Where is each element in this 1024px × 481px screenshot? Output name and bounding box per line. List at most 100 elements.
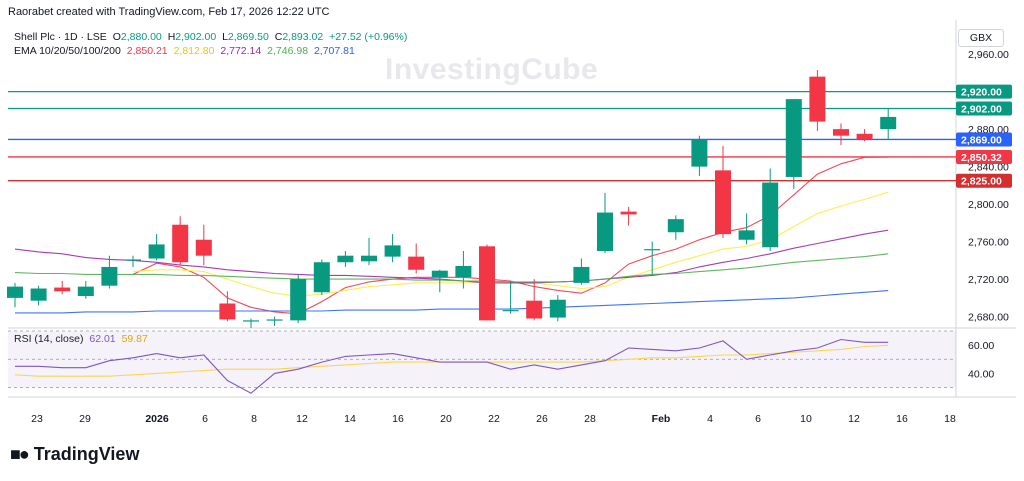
candle-body	[7, 286, 23, 298]
ema200-value: 2,707.81	[313, 45, 355, 57]
rsi-label: RSI (14, close)	[14, 333, 83, 345]
candle-body	[337, 255, 354, 263]
candle-body	[266, 319, 283, 321]
x-tick-label: 4	[707, 413, 713, 425]
x-tick-label: 12	[296, 413, 308, 425]
candle-body	[691, 139, 708, 167]
candle-body	[243, 320, 259, 322]
candle-body	[408, 256, 425, 270]
level-price-tag	[956, 149, 1012, 164]
ohlc-o-value: 2,880.00	[120, 31, 162, 43]
level-price-label: 2,850.32	[961, 152, 1002, 164]
level-price-label: 2,920.00	[961, 87, 1002, 99]
candle-body	[549, 299, 566, 318]
candle-body	[526, 300, 543, 319]
level-price-tag	[956, 173, 1012, 188]
candle-body	[620, 211, 637, 215]
x-tick-label: 23	[31, 413, 43, 425]
rsi-ma-value: 59.87	[122, 333, 148, 345]
x-tick-label: 6	[755, 413, 761, 425]
candle-body	[30, 288, 47, 301]
y-tick-label: 2,680.00	[968, 312, 1009, 324]
watermark: InvestingCube	[385, 53, 599, 86]
level-price-tag	[956, 101, 1012, 116]
candle-body	[101, 266, 118, 286]
tradingview-logo-text: TradingView	[33, 444, 140, 464]
tradingview-logo-icon: ■●	[10, 444, 30, 464]
ema-label: EMA 10/20/50/100/200	[14, 45, 121, 57]
candle-body	[384, 245, 401, 257]
ohlc-l-value: 2,869.50	[227, 31, 269, 43]
ema-line-ema50	[14, 229, 889, 284]
ema-line-ema200	[15, 290, 889, 314]
ema10-value: 2,850.21	[126, 45, 168, 57]
x-tick-label: 16	[392, 413, 404, 425]
level-price-label: 2,825.00	[961, 176, 1002, 188]
y-tick-label: 2,760.00	[968, 237, 1009, 249]
x-tick-label: Feb	[652, 413, 671, 425]
ohlc-l-label: L	[222, 31, 228, 43]
y-tick-label: 2,840.00	[968, 162, 1009, 174]
candle-body	[785, 99, 802, 177]
level-price-label: 2,869.00	[961, 134, 1002, 146]
price-chart[interactable]: 2,680.00 2,720.00 2,760.00 2,800.00 2,840.00…	[0, 0, 1024, 430]
x-tick-label: 2026	[145, 413, 169, 425]
ema20-value: 2,812.80	[173, 45, 215, 57]
candle-body	[833, 129, 849, 136]
candle-body	[313, 262, 330, 293]
candle-body	[172, 224, 189, 263]
x-tick-label: 8	[251, 413, 257, 425]
currency-selector[interactable]: GBX	[958, 29, 1004, 47]
rsi-tick-label: 60.00	[968, 340, 994, 352]
candle-body	[290, 279, 307, 321]
x-tick-label: 29	[79, 413, 91, 425]
candle-body	[715, 170, 731, 235]
candle-body	[667, 219, 684, 233]
rsi-value: 62.01	[89, 333, 115, 345]
candle-body	[479, 246, 495, 321]
rsi-tick-label: 40.00	[968, 368, 994, 380]
candle-body	[597, 212, 613, 251]
candle-body	[502, 310, 519, 312]
ema-line-ema100	[14, 253, 889, 283]
candle-body	[125, 259, 141, 261]
rsi-legend: RSI (14, close) 62.01 59.87	[14, 333, 148, 345]
y-tick-label: 2,720.00	[968, 274, 1009, 286]
x-tick-label: 22	[488, 413, 500, 425]
candle-body	[762, 182, 779, 248]
chart-credit: Raorabet created with TradingView.com, F…	[8, 6, 330, 18]
x-tick-label: 12	[848, 413, 860, 425]
x-tick-label: 6	[202, 413, 208, 425]
ohlc-c-label: C	[274, 31, 283, 43]
ohlc-h-label: H	[167, 31, 176, 43]
candle-body	[195, 239, 212, 256]
symbol-legend: Shell Plc · 1D · LSE O2,880.00 H2,902.00…	[14, 31, 407, 43]
price-change: +27.52 (+0.96%)	[329, 31, 408, 43]
x-tick-label: 18	[944, 413, 956, 425]
y-tick-label: 2,800.00	[968, 199, 1009, 211]
candle-body	[77, 286, 94, 296]
candle-body	[219, 303, 236, 320]
candle-body	[455, 266, 472, 278]
candle-body	[431, 270, 448, 278]
x-tick-label: 20	[440, 413, 452, 425]
x-tick-label: 10	[800, 413, 812, 425]
candle-body	[856, 133, 873, 140]
level-price-tag	[956, 84, 1012, 99]
x-tick-label: 26	[536, 413, 548, 425]
level-price-tag	[956, 132, 1012, 147]
y-tick-label: 2,960.00	[968, 49, 1009, 61]
ohlc-o-label: O	[112, 31, 121, 43]
x-tick-label: 28	[584, 413, 596, 425]
candle-body	[573, 266, 590, 283]
candle-body	[644, 249, 661, 251]
ohlc-h-value: 2,902.00	[175, 31, 217, 43]
candle-body	[738, 230, 755, 240]
candle-body	[809, 76, 826, 122]
candle-body	[54, 287, 71, 292]
candle-body	[148, 244, 165, 259]
level-price-label: 2,902.00	[961, 104, 1002, 116]
ema100-value: 2,746.98	[267, 45, 309, 57]
ohlc-c-value: 2,893.02	[282, 31, 324, 43]
